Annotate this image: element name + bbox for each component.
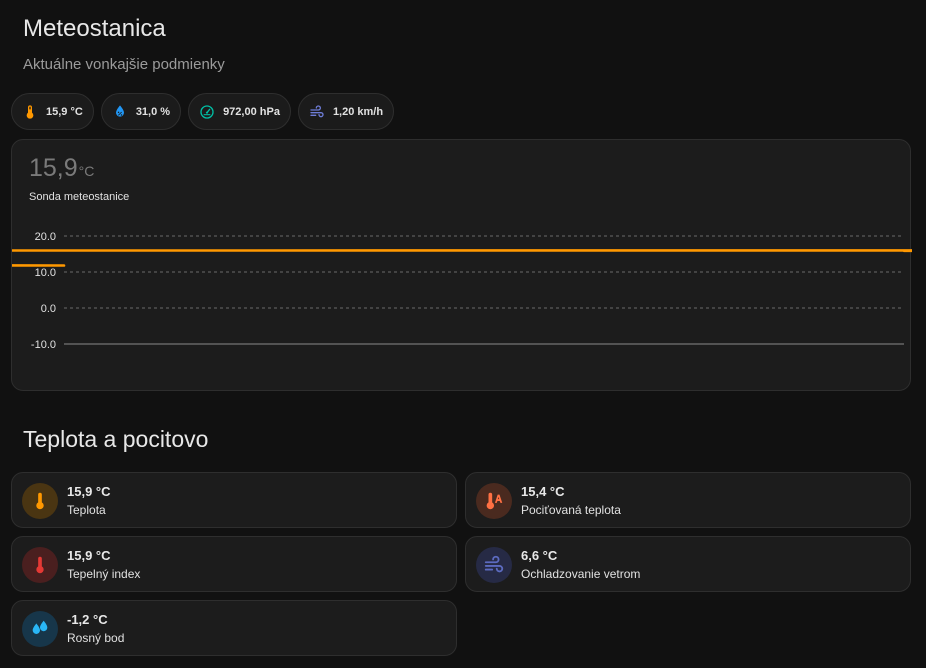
humidity-chip-value: 31,0 % [135,105,171,118]
water-percent-icon [112,104,128,120]
pressure-chip-value: 972,00 hPa [223,105,280,118]
water-icon [22,611,58,647]
weather-windy-icon [476,547,512,583]
thermometer-icon [22,547,58,583]
temperature-line-chart: 20.010.00.0-10.013:0015:0017:0019:0021:0… [12,231,912,351]
section-title: Teplota a pocitovo [23,426,209,452]
thermometer-auto-icon [476,483,512,519]
y-tick-label: -10.0 [31,339,56,351]
temperature-graph-card[interactable]: 15,9°C Sonda meteostanice 20.0 10.0 0.0 -10… [11,139,912,391]
sensor-chips: 15,9 °C 31,0 % 972,00 hPa 1,20 km/h [11,93,395,130]
tile-label: Teplota [67,503,106,517]
thermometer-icon [22,483,58,519]
gauge-icon [199,104,215,120]
tile-value: -1,2 °C [67,612,108,627]
tile-feels-like[interactable]: 15,4 °C Pociťovaná teplota [465,472,911,528]
graph-sensor-name: Sonda meteostanice [29,191,130,203]
tile-temperature[interactable]: 15,9 °C Teplota [11,472,457,528]
temperature-chip[interactable]: 15,9 °C [11,93,94,130]
y-tick-label: 20.0 [35,231,56,243]
graph-current-value: 15,9°C [29,154,94,183]
y-tick-label: 0.0 [41,303,56,315]
temperature-chip-value: 15,9 °C [46,105,83,118]
tile-label: Tepelný index [67,567,141,581]
graph-value-number: 15,9 [29,154,78,182]
humidity-chip[interactable]: 31,0 % [100,93,182,130]
tile-value: 6,6 °C [521,548,558,563]
tile-value: 15,9 °C [67,484,111,499]
temperature-series-line [12,249,912,253]
thermometer-icon [22,104,38,120]
tile-value: 15,9 °C [67,548,111,563]
wind-chip[interactable]: 1,20 km/h [297,93,395,130]
tile-wind-chill[interactable]: 6,6 °C Ochladzovanie vetrom [465,536,911,592]
y-tick-label: 10.0 [35,267,56,279]
page-subtitle: Aktuálne vonkajšie podmienky [23,56,225,73]
tile-heat-index[interactable]: 15,9 °C Tepelný index [11,536,457,592]
graph-value-unit: °C [78,163,95,179]
page-title: Meteostanica [23,15,166,42]
tile-label: Pociťovaná teplota [521,503,621,517]
pressure-chip[interactable]: 972,00 hPa [188,93,291,130]
tile-dew-point[interactable]: -1,2 °C Rosný bod [11,600,457,656]
tile-value: 15,4 °C [521,484,565,499]
tile-label: Ochladzovanie vetrom [521,567,641,581]
wind-chip-value: 1,20 km/h [332,105,384,118]
weather-windy-icon [309,104,325,120]
tile-label: Rosný bod [67,631,125,645]
